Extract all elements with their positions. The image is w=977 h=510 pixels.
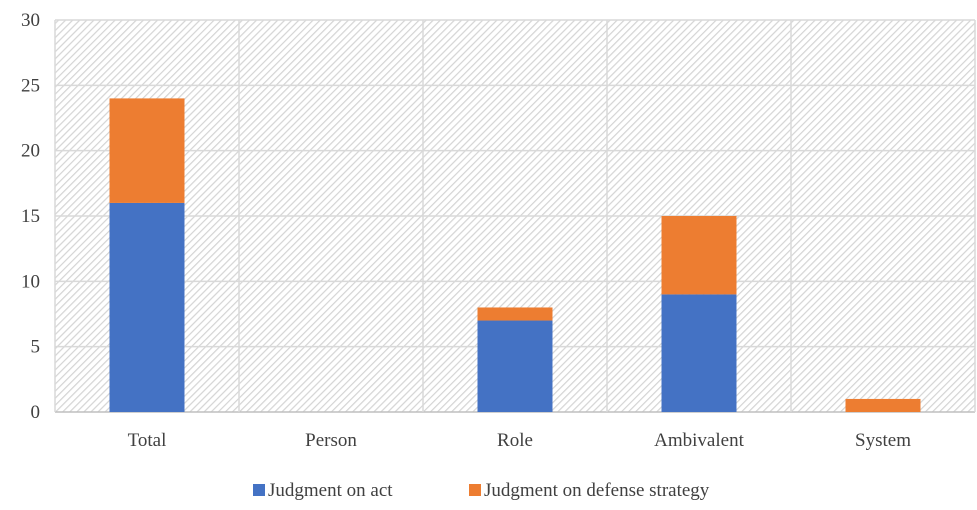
y-tick-label: 20 (21, 141, 40, 162)
y-tick-label: 5 (31, 337, 41, 358)
y-axis: 0 5 10 15 20 25 30 (21, 10, 40, 423)
x-category-label: Total (128, 430, 167, 451)
x-category-label: Role (497, 430, 533, 451)
bar-segment-judgment-on-defense-strategy (477, 307, 553, 321)
y-tick-label: 25 (21, 75, 40, 96)
bar-segment-judgment-on-defense-strategy (845, 398, 921, 412)
bar-segment-judgment-on-act (109, 202, 185, 412)
bars (109, 98, 921, 412)
legend: Judgment on act Judgment on defense strat… (253, 480, 710, 501)
bar-segment-judgment-on-act (661, 294, 737, 412)
y-tick-label: 0 (31, 402, 41, 423)
legend-swatch (253, 484, 265, 496)
x-category-label: System (855, 430, 911, 451)
bar-segment-judgment-on-defense-strategy (661, 216, 737, 295)
bar-segment-judgment-on-act (477, 320, 553, 412)
legend-label: Judgment on defense strategy (484, 480, 710, 501)
y-tick-label: 15 (21, 206, 40, 227)
x-category-label: Person (305, 430, 357, 451)
x-axis: Total Person Role Ambivalent System (128, 430, 912, 451)
y-tick-label: 10 (21, 271, 40, 292)
legend-label: Judgment on act (268, 480, 393, 501)
legend-swatch (469, 484, 481, 496)
y-tick-label: 30 (21, 10, 40, 31)
bar-segment-judgment-on-defense-strategy (109, 98, 185, 203)
x-category-label: Ambivalent (654, 430, 744, 451)
